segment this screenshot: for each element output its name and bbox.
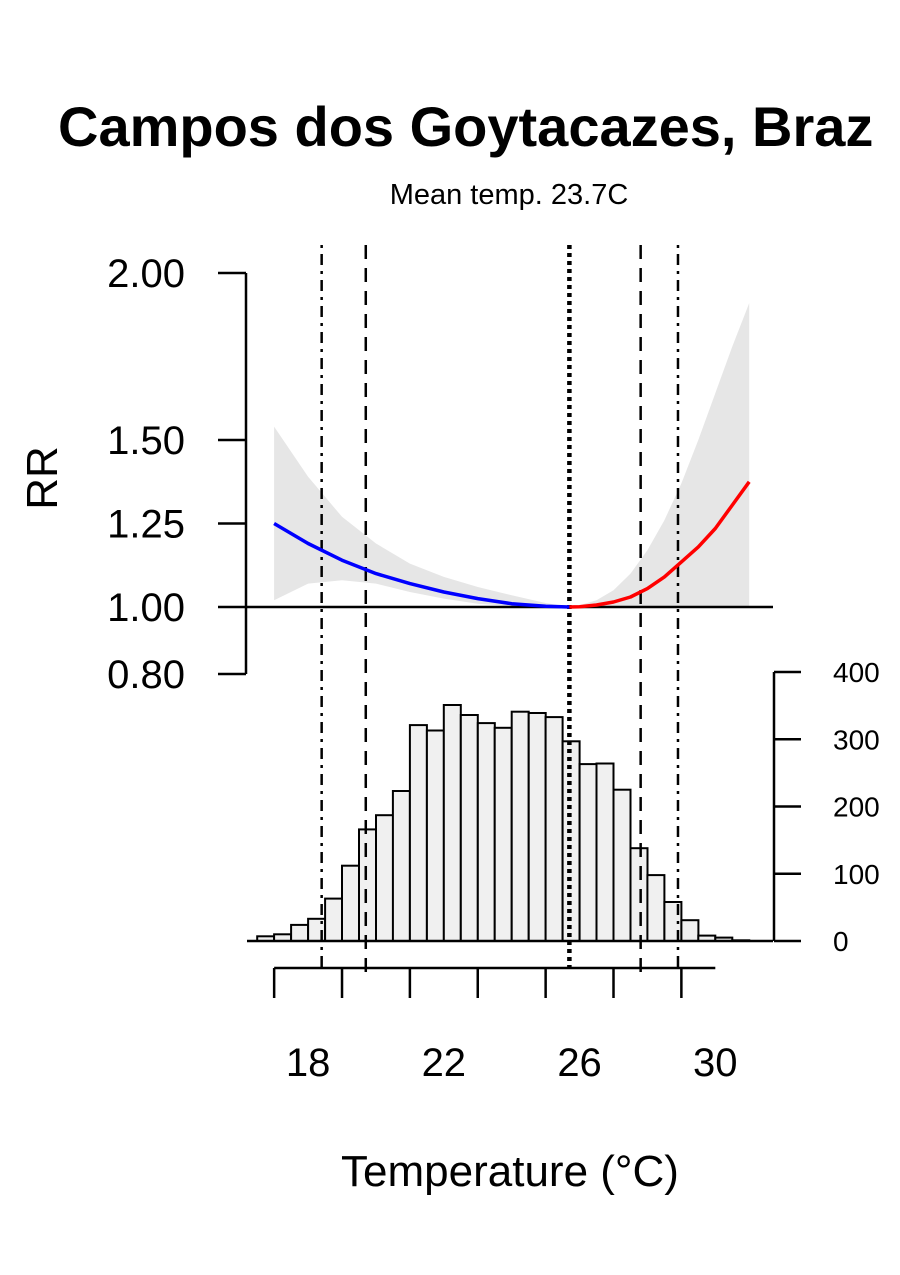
histogram-bar xyxy=(375,814,394,943)
histogram-bar xyxy=(425,729,445,942)
y-tick-label: 0.80 xyxy=(107,653,185,697)
x-tick-label: 30 xyxy=(693,1041,738,1085)
histogram-bar xyxy=(341,864,360,943)
x-axis-label: Temperature (°C) xyxy=(341,1147,679,1196)
histogram-bar xyxy=(408,724,428,942)
x-tick-label: 26 xyxy=(557,1041,602,1085)
histogram-bar xyxy=(680,919,700,943)
hist-tick-label: 0 xyxy=(833,926,849,957)
histogram-bar xyxy=(578,763,598,942)
histogram-bar xyxy=(459,714,479,942)
histogram-bar xyxy=(476,722,496,942)
percentile-lines xyxy=(320,245,680,972)
y-tick-label: 2.00 xyxy=(107,252,185,296)
histogram-bar xyxy=(358,828,377,943)
histogram-bar xyxy=(290,923,310,943)
hist-tick-label: 400 xyxy=(833,657,880,688)
axes: 2.00 1.50 1.25 1.00 0.80 400 300 200 100 0 18 22 26 3… xyxy=(107,252,880,1085)
hist-tick-label: 100 xyxy=(833,859,880,890)
histogram-bar xyxy=(493,726,513,942)
x-tick-label: 22 xyxy=(422,1041,467,1085)
hist-tick-label: 300 xyxy=(833,724,880,755)
histogram-bar xyxy=(612,788,632,943)
rr-curves xyxy=(273,480,751,609)
chart-subtitle: Mean temp. 23.7C xyxy=(390,179,629,211)
y-tick-label: 1.50 xyxy=(107,419,185,463)
rr-curve-cold xyxy=(273,521,570,609)
histogram-bar xyxy=(391,790,411,942)
y-axis-label: RR xyxy=(18,446,67,510)
y-tick-label: 1.25 xyxy=(107,503,185,547)
histogram-bar xyxy=(510,710,530,943)
y-tick-label: 1.00 xyxy=(107,586,185,630)
histogram-bar xyxy=(544,716,564,942)
histogram-bar xyxy=(527,712,547,942)
histogram-bar xyxy=(442,704,462,942)
histogram-bar xyxy=(629,847,649,943)
histogram-bar xyxy=(646,874,666,942)
histogram xyxy=(256,704,751,943)
histogram-bar xyxy=(324,897,344,942)
histogram-bar xyxy=(595,762,615,942)
x-tick-label: 18 xyxy=(286,1041,331,1085)
hist-tick-label: 200 xyxy=(833,792,880,823)
rr-curve-hot xyxy=(569,480,751,609)
chart-title: Campos dos Goytacazes, Braz xyxy=(58,95,873,158)
